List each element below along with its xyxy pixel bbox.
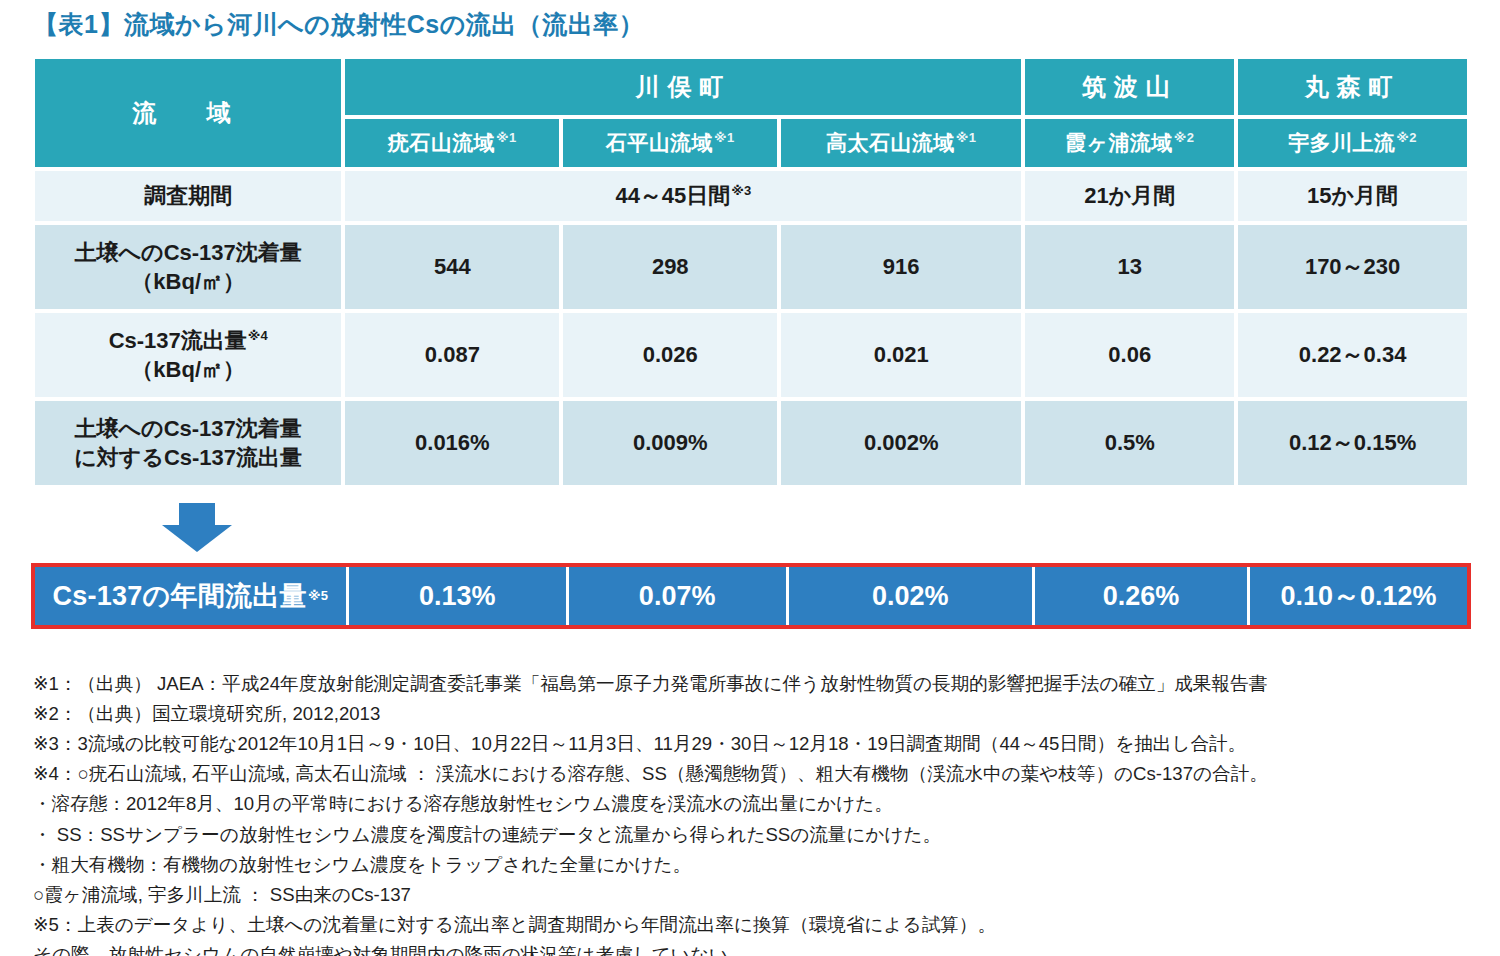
footnote-4-organic: ・粗大有機物：有機物の放射性セシウム濃度をトラップされた全量にかけた。: [33, 850, 1500, 880]
footnote-5: ※5：上表のデータより、土壌への沈着量に対する流出率と調査期間から年間流出率に換…: [33, 910, 1500, 940]
cell-outflow: 0.021: [781, 313, 1021, 397]
footnote-4-dissolved: ・溶存態：2012年8月、10月の平常時における溶存態放射性セシウム濃度を渓流水…: [33, 789, 1500, 819]
page: 【表1】流域から河川への放射性Csの流出（流出率） 流 域 川俣町 筑波山 丸森…: [0, 0, 1500, 956]
row-label-text: Cs-137流出量※4: [37, 326, 339, 355]
cell-outflow: 0.087: [345, 313, 559, 397]
cell-deposition: 13: [1025, 225, 1234, 309]
column-header-label: 霞ヶ浦流域: [1065, 131, 1173, 154]
cell-ratio: 0.5%: [1025, 401, 1234, 485]
cell-period-marumori: 15か月間: [1238, 171, 1467, 221]
row-label-text: に対するCs-137流出量: [37, 443, 339, 472]
corner-header-basin: 流 域: [35, 59, 341, 167]
cell-ratio: 0.009%: [563, 401, 777, 485]
cell-ratio: 0.12～0.15%: [1238, 401, 1467, 485]
row-outflow-ratio: 土壌へのCs-137沈着量 に対するCs-137流出量 0.016% 0.009…: [35, 401, 1467, 485]
column-header-label: 高太石山流域: [826, 131, 955, 154]
column-header-ishihirayama: 石平山流域※1: [563, 119, 777, 167]
footnote-2: ※2：（出典）国立環境研究所, 2012,2013: [33, 699, 1500, 729]
column-header-label: 疣石山流域: [388, 131, 495, 154]
footnotes: ※1：（出典） JAEA：平成24年度放射能測定調査委託事業「福島第一原子力発電…: [33, 669, 1500, 956]
cell-outflow: 0.06: [1025, 313, 1234, 397]
row-label-deposition: 土壌へのCs-137沈着量 （kBq/㎡）: [35, 225, 341, 309]
cell-value: 44～45日間: [615, 183, 730, 208]
cell-deposition: 544: [345, 225, 559, 309]
row-cs137-deposition: 土壌へのCs-137沈着量 （kBq/㎡） 544 298 916 13 170…: [35, 225, 1467, 309]
annual-outflow-row: Cs-137の年間流出量※5 0.13% 0.07% 0.02% 0.26% 0…: [31, 563, 1471, 629]
cell-ratio: 0.002%: [781, 401, 1021, 485]
group-header-tsukuba: 筑波山: [1025, 59, 1234, 115]
cs-outflow-table: 流 域 川俣町 筑波山 丸森町 疣石山流域※1 石平山流域※1 高太石山流域※1…: [31, 55, 1471, 489]
row-label-unit: （kBq/㎡）: [37, 355, 339, 384]
annual-value: 0.07%: [569, 567, 786, 625]
cell-ratio: 0.016%: [345, 401, 559, 485]
cell-period-tsukuba: 21か月間: [1025, 171, 1234, 221]
footnote-ref: ※2: [1396, 130, 1417, 145]
down-arrow-stem: [179, 503, 215, 525]
footnote-4-ss: ・ SS：SSサンプラーの放射性セシウム濃度を濁度計の連続データと流量から得られ…: [33, 820, 1500, 850]
row-survey-period: 調査期間 44～45日間※3 21か月間 15か月間: [35, 171, 1467, 221]
page-title: 【表1】流域から河川への放射性Csの流出（流出率）: [0, 0, 1500, 55]
footnote-ref: ※1: [496, 130, 517, 145]
cell-deposition: 916: [781, 225, 1021, 309]
row-cs137-outflow: Cs-137流出量※4 （kBq/㎡） 0.087 0.026 0.021 0.…: [35, 313, 1467, 397]
footnote-ref: ※1: [714, 130, 735, 145]
column-header-label: 石平山流域: [606, 131, 713, 154]
annual-value: 0.13%: [349, 567, 566, 625]
row-label-text: 土壌へのCs-137沈着量: [37, 238, 339, 267]
cell-deposition: 170～230: [1238, 225, 1467, 309]
down-arrow-icon: [162, 503, 232, 553]
cell-outflow: 0.22～0.34: [1238, 313, 1467, 397]
footnote-1: ※1：（出典） JAEA：平成24年度放射能測定調査委託事業「福島第一原子力発電…: [33, 669, 1500, 699]
row-label-inner: Cs-137流出量: [109, 328, 247, 353]
annual-value: 0.02%: [789, 567, 1032, 625]
row-label-unit: （kBq/㎡）: [37, 267, 339, 296]
annual-row-label: Cs-137の年間流出量※5: [35, 567, 346, 625]
footnote-4-kasumigaura: ○霞ヶ浦流域, 宇多川上流 ： SS由来のCs-137: [33, 880, 1500, 910]
column-header-kasumigaura: 霞ヶ浦流域※2: [1025, 119, 1234, 167]
footnote-5-continued: その際、放射性セシウムの自然崩壊や対象期間内の降雨の状況等は考慮していない。: [33, 940, 1500, 956]
down-arrow-head: [162, 525, 232, 552]
cell-deposition: 298: [563, 225, 777, 309]
header-group-row: 流 域 川俣町 筑波山 丸森町: [35, 59, 1467, 115]
annual-value: 0.26%: [1035, 567, 1247, 625]
row-label-text: 土壌へのCs-137沈着量: [37, 414, 339, 443]
group-header-kawamata: 川俣町: [345, 59, 1021, 115]
cell-period-kawamata: 44～45日間※3: [345, 171, 1021, 221]
annual-value: 0.10～0.12%: [1250, 567, 1467, 625]
footnote-ref: ※4: [248, 328, 268, 343]
column-header-udagawa: 宇多川上流※2: [1238, 119, 1467, 167]
row-label-survey-period: 調査期間: [35, 171, 341, 221]
footnote-4: ※4：○疣石山流域, 石平山流域, 高太石山流域 ： 渓流水における溶存態、SS…: [33, 759, 1500, 789]
footnote-ref: ※3: [731, 183, 751, 198]
annual-row-label-text: Cs-137の年間流出量: [52, 578, 306, 614]
footnote-ref: ※2: [1174, 130, 1195, 145]
column-header-iboishiyama: 疣石山流域※1: [345, 119, 559, 167]
cell-outflow: 0.026: [563, 313, 777, 397]
footnote-3: ※3：3流域の比較可能な2012年10月1日～9・10日、10月22日～11月3…: [33, 729, 1500, 759]
row-label-outflow: Cs-137流出量※4 （kBq/㎡）: [35, 313, 341, 397]
group-header-marumori: 丸森町: [1238, 59, 1467, 115]
row-label-ratio: 土壌へのCs-137沈着量 に対するCs-137流出量: [35, 401, 341, 485]
footnote-ref: ※1: [956, 130, 977, 145]
column-header-kodaishiyama: 高太石山流域※1: [781, 119, 1021, 167]
corner-header-label: 流 域: [132, 99, 244, 126]
column-header-label: 宇多川上流: [1288, 131, 1395, 154]
